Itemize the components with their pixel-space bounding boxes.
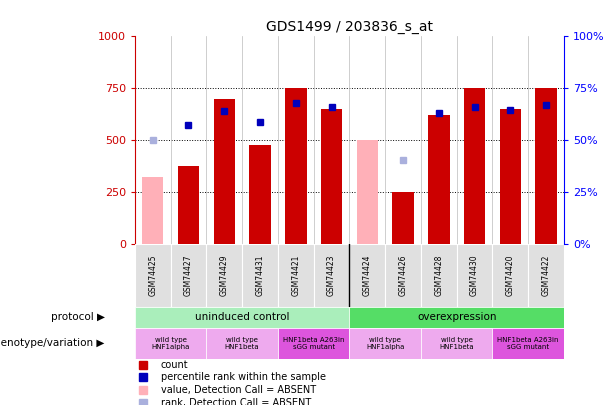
Text: wild type
HNF1alpha: wild type HNF1alpha	[366, 337, 405, 350]
Bar	[207, 328, 278, 359]
Text: protocol ▶: protocol ▶	[51, 313, 105, 322]
Text: wild type
HNF1alpha: wild type HNF1alpha	[151, 337, 190, 350]
Bar	[457, 244, 492, 307]
Bar	[242, 244, 278, 307]
Title: GDS1499 / 203836_s_at: GDS1499 / 203836_s_at	[266, 20, 433, 34]
Text: GSM74427: GSM74427	[184, 255, 193, 296]
Text: GSM74426: GSM74426	[398, 255, 408, 296]
Bar	[535, 88, 557, 244]
Text: percentile rank within the sample: percentile rank within the sample	[161, 373, 326, 382]
Text: GSM74431: GSM74431	[256, 255, 265, 296]
Bar	[135, 328, 207, 359]
Text: value, Detection Call = ABSENT: value, Detection Call = ABSENT	[161, 385, 316, 395]
Bar	[421, 328, 492, 359]
Bar	[385, 244, 421, 307]
Bar	[207, 244, 242, 307]
Bar	[314, 244, 349, 307]
Bar	[500, 109, 521, 244]
Bar	[357, 140, 378, 244]
Bar	[135, 244, 170, 307]
Text: GSM74420: GSM74420	[506, 255, 515, 296]
Bar	[349, 244, 385, 307]
Bar	[392, 192, 414, 244]
Text: wild type
HNF1beta: wild type HNF1beta	[440, 337, 474, 350]
Text: GSM74430: GSM74430	[470, 255, 479, 296]
Bar	[528, 244, 564, 307]
Bar	[170, 244, 207, 307]
Bar	[135, 307, 349, 328]
Text: GSM74428: GSM74428	[434, 255, 443, 296]
Bar	[278, 244, 314, 307]
Text: GSM74429: GSM74429	[219, 255, 229, 296]
Bar	[428, 115, 449, 244]
Bar	[142, 177, 164, 244]
Text: overexpression: overexpression	[417, 313, 497, 322]
Bar	[421, 244, 457, 307]
Bar	[285, 88, 306, 244]
Text: GSM74423: GSM74423	[327, 255, 336, 296]
Text: count: count	[161, 360, 188, 369]
Text: uninduced control: uninduced control	[195, 313, 289, 322]
Bar	[349, 328, 421, 359]
Bar	[213, 99, 235, 244]
Bar	[178, 166, 199, 244]
Bar	[321, 109, 342, 244]
Text: GSM74425: GSM74425	[148, 255, 158, 296]
Text: rank, Detection Call = ABSENT: rank, Detection Call = ABSENT	[161, 398, 311, 405]
Bar	[249, 145, 271, 244]
Text: genotype/variation ▶: genotype/variation ▶	[0, 339, 105, 348]
Text: HNF1beta A263in
sGG mutant: HNF1beta A263in sGG mutant	[498, 337, 559, 350]
Bar	[349, 307, 564, 328]
Text: GSM74424: GSM74424	[363, 255, 372, 296]
Bar	[492, 244, 528, 307]
Bar	[278, 328, 349, 359]
Bar	[492, 328, 564, 359]
Text: wild type
HNF1beta: wild type HNF1beta	[225, 337, 259, 350]
Text: GSM74422: GSM74422	[541, 255, 550, 296]
Bar	[464, 88, 485, 244]
Text: HNF1beta A263in
sGG mutant: HNF1beta A263in sGG mutant	[283, 337, 345, 350]
Text: GSM74421: GSM74421	[291, 255, 300, 296]
